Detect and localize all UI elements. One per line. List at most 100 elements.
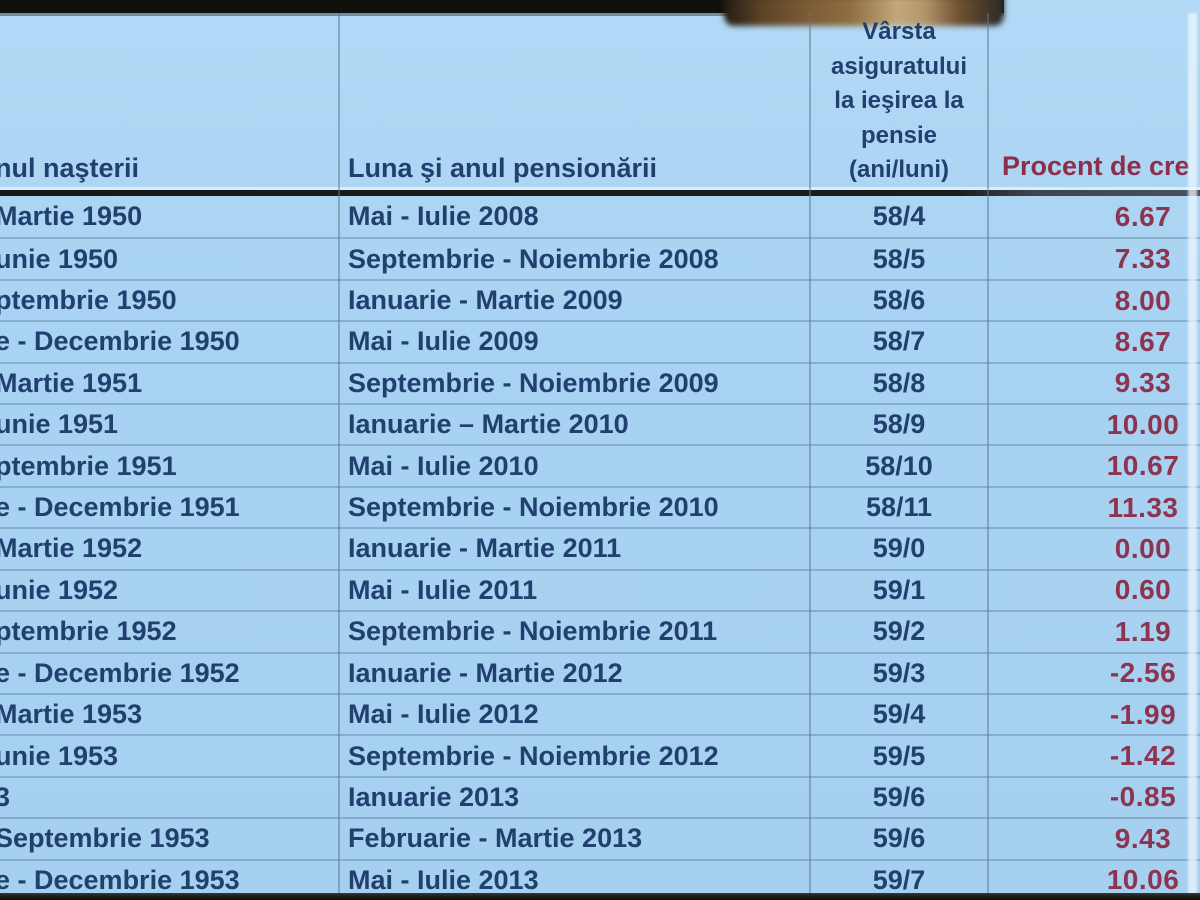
cell-birth-month: unie 1950 <box>0 243 119 274</box>
cell-retirement-age: 58/4 <box>872 201 926 232</box>
table-body: Martie 1950 Mai - Iulie 2008 58/4 6.67 unie … <box>0 196 1200 900</box>
cell-percent: 6.67 <box>1114 200 1172 232</box>
table-row: e - Decembrie 1950 Mai - Iulie 2009 58/7 8.… <box>0 320 1200 361</box>
table-row: ptembrie 1951 Mai - Iulie 2010 58/10 10.67 <box>0 444 1200 485</box>
cell-retirement-age: 58/11 <box>865 492 933 523</box>
column-gridline-2 <box>809 13 811 893</box>
cell-birth-month: Martie 1952 <box>0 533 143 564</box>
cell-retirement-age: 59/1 <box>872 574 926 605</box>
cell-percent: -1.42 <box>1109 740 1177 772</box>
cell-birth-month: unie 1953 <box>0 740 119 771</box>
cell-retirement-age: 59/7 <box>872 864 926 895</box>
cell-percent: 8.67 <box>1114 325 1172 357</box>
table-row: unie 1950 Septembrie - Noiembrie 2008 58/5… <box>0 237 1200 278</box>
cell-retirement-age: 59/6 <box>872 781 926 812</box>
col-header-percent: Procent de cre <box>1002 151 1190 181</box>
header-divider-thick <box>0 190 1200 196</box>
cell-pension-month: Ianuarie - Martie 2009 <box>348 285 623 316</box>
cell-percent: 11.33 <box>1107 491 1179 523</box>
table-row: e - Decembrie 1952 Ianuarie - Martie 2012… <box>0 651 1200 693</box>
cell-retirement-age: 58/10 <box>865 450 933 481</box>
cell-pension-month: Februarie - Martie 2013 <box>348 823 643 854</box>
cell-pension-month: Mai - Iulie 2010 <box>348 450 539 481</box>
cell-pension-month: Septembrie - Noiembrie 2011 <box>348 616 718 647</box>
cell-percent: -1.99 <box>1109 698 1177 730</box>
cell-birth-month: Martie 1951 <box>0 367 143 398</box>
column-gridline-3 <box>987 13 989 893</box>
cell-percent: 1.19 <box>1114 615 1172 647</box>
cell-pension-month: Ianuarie - Martie 2012 <box>348 657 623 688</box>
table-row: unie 1953 Septembrie - Noiembrie 2012 59/5… <box>0 734 1200 775</box>
cell-pension-month: Mai - Iulie 2008 <box>348 201 539 232</box>
cell-percent: -2.56 <box>1109 657 1177 689</box>
cell-retirement-age: 58/8 <box>872 367 926 398</box>
cell-pension-month: Ianuarie - Martie 2011 <box>348 533 622 564</box>
cell-retirement-age: 59/5 <box>872 740 926 771</box>
cell-percent: 9.33 <box>1114 367 1172 399</box>
table-row: e - Decembrie 1951 Septembrie - Noiembrie… <box>0 485 1200 527</box>
table-row: ptembrie 1952 Septembrie - Noiembrie 2011… <box>0 610 1200 651</box>
table-row: e - Decembrie 1953 Mai - Iulie 2013 59/7 10… <box>0 858 1200 900</box>
cell-pension-month: Ianuarie – Martie 2010 <box>348 409 629 440</box>
cell-retirement-age: 58/7 <box>872 326 926 357</box>
cell-birth-month: ptembrie 1950 <box>0 285 177 316</box>
cell-pension-month: Mai - Iulie 2013 <box>348 864 539 895</box>
column-gridline-1 <box>338 13 340 893</box>
cell-percent: -0.85 <box>1109 781 1177 813</box>
col-header-pension-month: Luna şi anul pensionării <box>348 153 658 183</box>
cell-birth-month: 3 <box>0 781 11 812</box>
cell-percent: 9.43 <box>1114 822 1172 854</box>
cell-percent: 0.60 <box>1114 574 1172 606</box>
cell-percent: 0.00 <box>1114 532 1172 564</box>
col-header-birth-month: nul naşterii <box>0 153 140 183</box>
table-row: unie 1952 Mai - Iulie 2011 59/1 0.60 <box>0 568 1200 610</box>
cell-birth-month: ptembrie 1952 <box>0 616 177 647</box>
cell-pension-month: Septembrie - Noiembrie 2010 <box>348 492 719 523</box>
table-row: Martie 1950 Mai - Iulie 2008 58/4 6.67 <box>0 196 1200 237</box>
cell-pension-month: Mai - Iulie 2009 <box>348 326 539 357</box>
cell-birth-month: Martie 1950 <box>0 201 143 232</box>
cell-pension-month: Septembrie - Noiembrie 2012 <box>348 740 719 771</box>
cell-birth-month: e - Decembrie 1952 <box>0 657 240 688</box>
cell-retirement-age: 58/5 <box>872 243 926 274</box>
cell-retirement-age: 58/6 <box>872 285 926 316</box>
table-row: 3 Ianuarie 2013 59/6 -0.85 <box>0 775 1200 817</box>
table-row: unie 1951 Ianuarie – Martie 2010 58/9 10.00 <box>0 403 1200 444</box>
cell-birth-month: e - Decembrie 1951 <box>0 492 240 523</box>
cell-percent: 10.67 <box>1106 450 1180 482</box>
cell-percent: 10.00 <box>1106 408 1180 440</box>
cell-retirement-age: 59/4 <box>872 699 926 730</box>
background-blur-object <box>724 0 1004 26</box>
cell-pension-month: Ianuarie 2013 <box>348 781 520 812</box>
right-edge-highlight <box>1188 13 1197 900</box>
bottom-edge-band <box>0 893 1200 900</box>
cell-pension-month: Septembrie - Noiembrie 2008 <box>348 243 719 274</box>
header-divider-light <box>0 187 1200 190</box>
table-row: ptembrie 1950 Ianuarie - Martie 2009 58/6 8… <box>0 278 1200 320</box>
cell-pension-month: Mai - Iulie 2012 <box>348 699 539 730</box>
cell-retirement-age: 58/9 <box>872 409 926 440</box>
table-row: Martie 1951 Septembrie - Noiembrie 2009 58… <box>0 361 1200 403</box>
cell-percent: 8.00 <box>1114 284 1172 316</box>
cell-retirement-age: 59/0 <box>872 533 926 564</box>
cell-pension-month: Mai - Iulie 2011 <box>348 574 538 605</box>
cell-birth-month: Septembrie 1953 <box>0 823 210 854</box>
cell-birth-month: e - Decembrie 1953 <box>0 864 240 895</box>
col-header-retirement-age: Vârsta asiguratului la ieşirea la pensie… <box>830 18 968 183</box>
cell-pension-month: Septembrie - Noiembrie 2009 <box>348 367 719 398</box>
table-row: Septembrie 1953 Februarie - Martie 2013 59… <box>0 817 1200 858</box>
cell-retirement-age: 59/3 <box>872 657 926 688</box>
cell-birth-month: e - Decembrie 1950 <box>0 326 240 357</box>
cell-retirement-age: 59/6 <box>872 823 926 854</box>
cell-retirement-age: 59/2 <box>872 616 926 647</box>
cell-birth-month: unie 1951 <box>0 409 119 440</box>
cell-percent: 7.33 <box>1114 243 1172 275</box>
cell-birth-month: unie 1952 <box>0 574 119 605</box>
table-row: Martie 1953 Mai - Iulie 2012 59/4 -1.99 <box>0 692 1200 734</box>
cell-percent: 10.06 <box>1106 864 1180 896</box>
cell-birth-month: ptembrie 1951 <box>0 450 177 481</box>
cell-birth-month: Martie 1953 <box>0 699 143 730</box>
table-header-row: nul naşterii Luna şi anul pensionării Vâ… <box>0 13 1200 190</box>
table-row: Martie 1952 Ianuarie - Martie 2011 59/0 0.0… <box>0 527 1200 568</box>
